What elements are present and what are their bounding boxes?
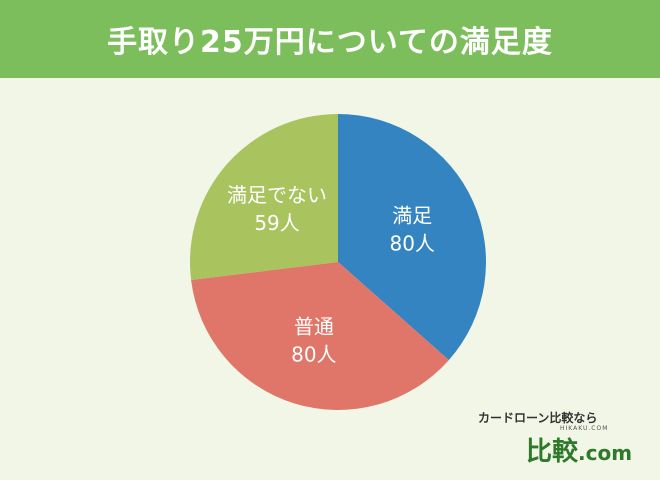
slice-label-0: 満足 bbox=[392, 204, 432, 228]
brand-logo-suffix: .com bbox=[578, 441, 633, 465]
brand-logo-block: カードローン比較なら HIKAKU.COM 比較.com bbox=[478, 407, 638, 467]
slice-value-1: 80人 bbox=[291, 343, 336, 367]
slice-label-1: 普通 bbox=[294, 315, 334, 339]
pie-slice-0 bbox=[338, 114, 486, 361]
slice-value-0: 80人 bbox=[389, 232, 434, 256]
slice-label-2: 満足でない bbox=[227, 183, 327, 207]
brand-logo: 比較.com bbox=[526, 431, 632, 468]
brand-tagline: カードローン比較なら bbox=[478, 411, 598, 425]
pie-slice-2 bbox=[189, 114, 338, 281]
slice-value-2: 59人 bbox=[254, 211, 299, 235]
chart-header: 手取り25万円についての満足度 bbox=[0, 0, 660, 78]
brand-logo-text: 比較 bbox=[526, 437, 579, 467]
pie-slice-1 bbox=[191, 262, 449, 410]
chart-title: 手取り25万円についての満足度 bbox=[107, 25, 553, 60]
brand-site-small: HIKAKU.COM bbox=[560, 425, 609, 432]
